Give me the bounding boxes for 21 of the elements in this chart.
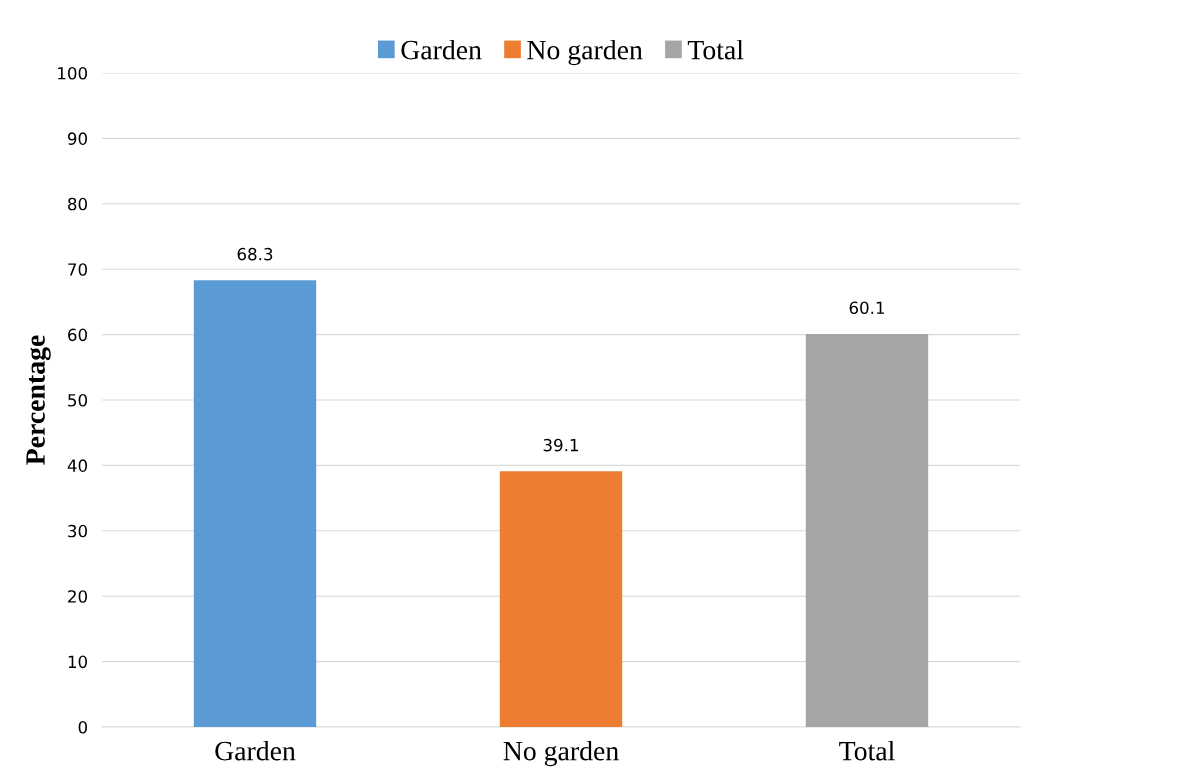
data-label: 68.3 — [237, 247, 273, 261]
y-tick-label: 20 — [68, 590, 87, 603]
legend-label: No garden — [527, 39, 643, 66]
x-tick-label: No garden — [503, 740, 619, 767]
y-tick-label: 10 — [68, 655, 87, 669]
y-tick-label: 90 — [67, 132, 87, 145]
legend-label: Garden — [401, 39, 482, 60]
y-tick-label: 60 — [68, 328, 87, 342]
data-label: 60.1 — [849, 301, 885, 315]
y-tick-label: 40 — [67, 459, 87, 472]
y-tick-label: 70 — [68, 263, 87, 276]
x-tick-label: Garden — [215, 740, 296, 761]
legend-label: Total — [687, 39, 744, 60]
data-label: 39.1 — [543, 438, 579, 452]
x-tick-label: Total — [839, 740, 895, 761]
y-axis-title: Percentage — [26, 335, 51, 465]
y-tick-label: 0 — [78, 720, 87, 734]
y-tick-label: 30 — [68, 524, 87, 538]
y-tick-label: 100 — [58, 66, 87, 80]
y-tick-label: 80 — [68, 197, 87, 211]
y-tick-label: 50 — [68, 393, 87, 407]
